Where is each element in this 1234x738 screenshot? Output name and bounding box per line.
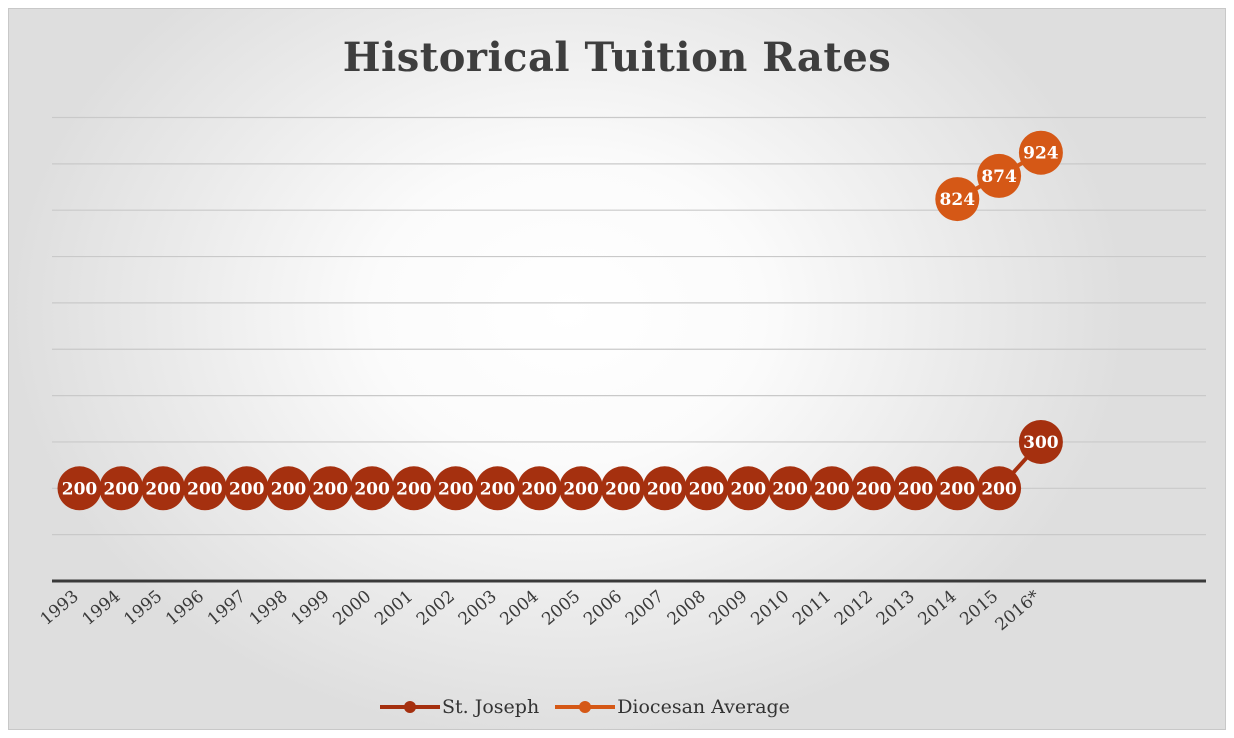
data-point-st-joseph xyxy=(266,466,311,511)
data-point-st-joseph xyxy=(141,466,186,511)
legend: St. Joseph Diocesan Average xyxy=(380,686,790,728)
x-tick-label: 1995 xyxy=(120,587,166,630)
data-label-st-joseph: 200 xyxy=(772,479,808,499)
chart-title: Historical Tuition Rates xyxy=(342,34,892,81)
x-tick-label: 2006 xyxy=(580,587,626,630)
x-tick-label: 2008 xyxy=(664,587,710,630)
data-label-st-joseph: 300 xyxy=(1023,433,1059,453)
x-tick-label: 2000 xyxy=(329,587,375,630)
data-point-st-joseph xyxy=(517,466,562,511)
legend-swatch-diocesan-average xyxy=(555,701,616,713)
data-label-st-joseph: 200 xyxy=(187,479,223,499)
x-tick-label: 2003 xyxy=(455,587,501,630)
data-label-st-joseph: 200 xyxy=(647,479,683,499)
data-label-st-joseph: 200 xyxy=(814,479,850,499)
x-tick-label: 2016* xyxy=(992,586,1045,635)
data-label-st-joseph: 200 xyxy=(522,479,558,499)
data-point-st-joseph xyxy=(851,466,896,511)
x-tick-label: 2009 xyxy=(706,587,752,630)
x-tick-label: 2004 xyxy=(497,587,543,630)
x-tick-label: 2013 xyxy=(873,587,919,630)
data-label-st-joseph: 200 xyxy=(354,479,390,499)
x-tick-label: 1996 xyxy=(162,587,208,630)
data-label-st-joseph: 200 xyxy=(689,479,725,499)
data-point-st-joseph xyxy=(809,466,854,511)
data-label-st-joseph: 200 xyxy=(940,479,976,499)
data-point-st-joseph xyxy=(600,466,645,511)
data-point-diocesan-average xyxy=(935,177,980,222)
x-tick-label: 1993 xyxy=(37,587,83,630)
data-label-st-joseph: 200 xyxy=(396,479,432,499)
x-tick-label: 2005 xyxy=(538,587,584,630)
data-label-st-joseph: 200 xyxy=(898,479,934,499)
data-point-diocesan-average xyxy=(977,153,1022,198)
data-label-st-joseph: 200 xyxy=(438,479,474,499)
legend-item-diocesan-average: Diocesan Average xyxy=(555,696,790,718)
x-tick-label: 2011 xyxy=(789,587,835,630)
x-tick-label: 2002 xyxy=(413,587,459,630)
data-point-st-joseph xyxy=(559,466,604,511)
data-point-diocesan-average xyxy=(1018,130,1063,175)
legend-label-st-joseph: St. Joseph xyxy=(442,696,540,718)
legend-label-diocesan-average: Diocesan Average xyxy=(617,696,790,718)
data-point-st-joseph xyxy=(768,466,813,511)
data-point-st-joseph xyxy=(642,466,687,511)
data-label-st-joseph: 200 xyxy=(981,479,1017,499)
data-label-st-joseph: 200 xyxy=(856,479,892,499)
x-tick-label: 1994 xyxy=(79,587,125,630)
data-point-st-joseph xyxy=(475,466,520,511)
data-point-st-joseph xyxy=(684,466,729,511)
x-tick-label: 1997 xyxy=(204,587,250,630)
data-label-st-joseph: 200 xyxy=(104,479,140,499)
data-label-diocesan-average: 824 xyxy=(940,190,976,210)
legend-swatch-st-joseph xyxy=(380,701,440,713)
legend-marker-diocesan-average xyxy=(579,701,592,713)
x-tick-label: 2012 xyxy=(831,587,877,630)
x-tick-label: 1998 xyxy=(246,587,292,630)
data-label-st-joseph: 200 xyxy=(229,479,265,499)
data-point-st-joseph xyxy=(977,466,1022,511)
data-label-st-joseph: 200 xyxy=(271,479,307,499)
x-tick-label: 2007 xyxy=(622,587,668,630)
data-label-st-joseph: 200 xyxy=(480,479,516,499)
data-label-st-joseph: 200 xyxy=(731,479,767,499)
data-point-st-joseph xyxy=(308,466,353,511)
x-tick-label: 2001 xyxy=(371,587,417,630)
chart-area xyxy=(8,8,1226,730)
data-point-st-joseph xyxy=(1018,419,1063,464)
data-label-st-joseph: 200 xyxy=(62,479,98,499)
data-point-st-joseph xyxy=(182,466,227,511)
data-label-diocesan-average: 874 xyxy=(981,167,1017,187)
data-point-st-joseph xyxy=(391,466,436,511)
data-label-st-joseph: 200 xyxy=(313,479,349,499)
x-tick-label: 1999 xyxy=(288,587,334,630)
x-tick-label: 2014 xyxy=(915,587,961,630)
data-label-st-joseph: 200 xyxy=(605,479,641,499)
data-label-st-joseph: 200 xyxy=(145,479,181,499)
data-point-st-joseph xyxy=(99,466,144,511)
data-point-st-joseph xyxy=(935,466,980,511)
data-point-st-joseph xyxy=(57,466,102,511)
data-point-st-joseph xyxy=(224,466,269,511)
data-point-st-joseph xyxy=(726,466,771,511)
data-point-st-joseph xyxy=(893,466,938,511)
data-point-st-joseph xyxy=(433,466,478,511)
data-label-st-joseph: 200 xyxy=(563,479,599,499)
x-tick-label: 2010 xyxy=(747,587,793,630)
data-label-diocesan-average: 924 xyxy=(1023,144,1059,164)
legend-marker-st-joseph xyxy=(404,701,416,713)
legend-item-st-joseph: St. Joseph xyxy=(380,696,539,718)
data-point-st-joseph xyxy=(350,466,395,511)
